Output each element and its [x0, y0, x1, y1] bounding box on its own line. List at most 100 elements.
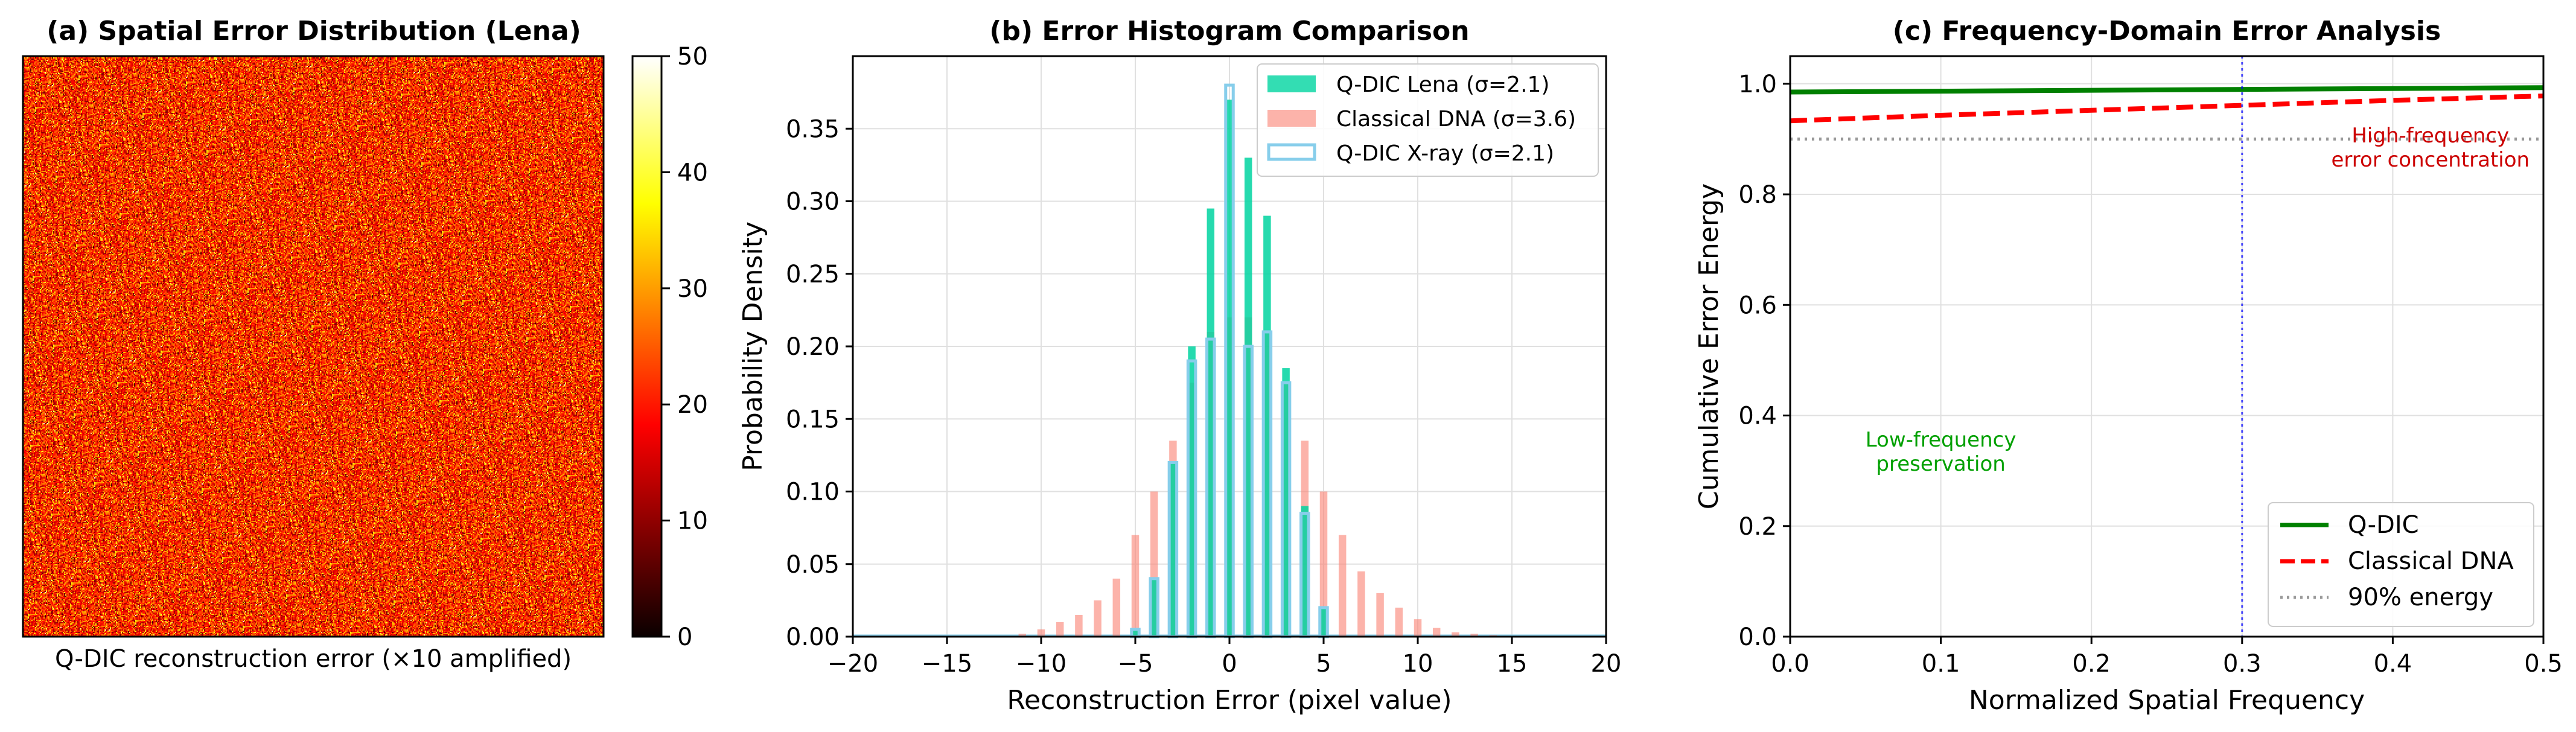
frequency-xtick-label: 0.2	[2072, 650, 2111, 678]
frequency-legend-box	[2268, 502, 2534, 627]
bar-classical-dna	[1018, 634, 1027, 637]
frequency-xtick-label: 0.5	[2524, 650, 2563, 678]
heatmap-frame	[22, 55, 605, 638]
annotation-text: Low-frequency	[1866, 428, 2016, 452]
legend-label-classical-dna-line: Classical DNA	[2348, 547, 2514, 575]
bar-classical-dna	[1376, 593, 1384, 637]
colorbar-tick-label: 40	[677, 159, 708, 186]
legend-swatch-qdic-lena	[1267, 75, 1316, 92]
legend-swatch-qdic-xray	[1267, 143, 1316, 161]
bar-classical-dna	[1432, 628, 1441, 637]
histogram-xtick-label: 15	[1497, 650, 1528, 678]
bar-classical-dna	[1112, 578, 1121, 637]
frequency-ytick-label: 0.6	[1738, 291, 1777, 319]
bar-qdic-lena	[1169, 462, 1177, 637]
frequency-frame	[1789, 55, 2545, 638]
annotation-text: preservation	[1876, 452, 2005, 476]
histogram-xtick-label: 10	[1403, 650, 1433, 678]
legend-label-qdic-xray: Q-DIC X-ray (σ=2.1)	[1336, 141, 1554, 166]
histogram-ylabel: Probability Density	[738, 221, 768, 471]
frequency-xtick-label: 0.1	[1922, 650, 1960, 678]
frequency-ylabel: Cumulative Error Energy	[1694, 183, 1724, 509]
histogram-legend: Q-DIC Lena (σ=2.1) Classical DNA (σ=3.6)…	[1257, 63, 1599, 177]
bar-qdic-lena	[1225, 100, 1234, 637]
panel-a-title: (a) Spatial Error Distribution (Lena)	[46, 16, 581, 46]
bar-qdic-lena	[1301, 506, 1309, 637]
histogram-xtick-label: −5	[1118, 650, 1153, 678]
histogram-ytick-label: 0.15	[786, 406, 840, 433]
legend-label-qdic-lena: Q-DIC Lena (σ=2.1)	[1336, 72, 1549, 97]
histogram-ytick-label: 0.30	[786, 188, 840, 216]
panel-c: (c) Frequency-Domain Error Analysis 0.0 0…	[1694, 16, 2563, 716]
bar-classical-dna	[1131, 535, 1140, 637]
frequency-xtick-label: 0.3	[2223, 650, 2262, 678]
panel-a: (a) Spatial Error Distribution (Lena) Q-…	[22, 16, 708, 673]
histogram-ticks: −20 −15 −10 −5 0 5 10 15 20 0.00 0.05 0.10 0.15 0.20 0…	[786, 115, 1622, 678]
colorbar-tick-label: 0	[677, 623, 692, 651]
panel-b: (b) Error Histogram Comparison −20 −15 −10…	[738, 16, 1621, 716]
colorbar-tick-label: 20	[677, 391, 708, 419]
histogram-xtick-label: 5	[1316, 650, 1331, 678]
frequency-ytick-label: 0.4	[1738, 403, 1777, 430]
histogram-xtick-label: −15	[922, 650, 972, 678]
frequency-lines	[1790, 56, 2544, 637]
colorbar-tick-label: 30	[677, 275, 708, 303]
frequency-ytick-label: 0.2	[1738, 513, 1777, 541]
bar-classical-dna	[1056, 622, 1064, 637]
colorbar-tick-label: 50	[677, 43, 708, 71]
legend-label-qdic: Q-DIC	[2348, 511, 2419, 539]
histogram-ytick-label: 0.20	[786, 333, 840, 361]
colorbar-ticks: 0 10 20 30 40 50	[662, 43, 708, 651]
bar-classical-dna	[1094, 600, 1101, 637]
bar-classical-dna	[1037, 629, 1045, 637]
histogram-ytick-label: 0.00	[786, 623, 840, 651]
bar-qdic-lena	[1263, 215, 1271, 637]
frequency-xtick-label: 0.0	[1771, 650, 1809, 678]
bar-classical-dna	[1075, 614, 1083, 637]
frequency-ytick-label: 0.8	[1738, 181, 1777, 209]
bar-classical-dna	[1452, 632, 1459, 637]
histogram-ytick-label: 0.25	[786, 261, 840, 288]
histogram-xtick-label: −10	[1016, 650, 1066, 678]
heatmap-xlabel: Q-DIC reconstruction error (×10 amplifie…	[55, 645, 572, 673]
frequency-xtick-label: 0.4	[2374, 650, 2412, 678]
frequency-xlabel: Normalized Spatial Frequency	[1969, 685, 2365, 716]
bar-qdic-lena	[1207, 208, 1215, 637]
bar-classical-dna	[1470, 634, 1478, 637]
bar-classical-dna	[1414, 619, 1422, 637]
bar-classical-dna	[1319, 491, 1328, 637]
colorbar	[631, 55, 663, 638]
panel-b-title: (b) Error Histogram Comparison	[989, 16, 1469, 46]
bar-qdic-lena	[1188, 346, 1196, 637]
bar-classical-dna	[1357, 571, 1365, 637]
histogram-legend-box	[1257, 63, 1599, 177]
frequency-ytick-label: 1.0	[1738, 71, 1777, 98]
histogram-xtick-label: 0	[1222, 650, 1237, 678]
bar-classical-dna	[1395, 607, 1403, 637]
histogram-xlabel: Reconstruction Error (pixel value)	[1007, 685, 1452, 716]
legend-label-classical-dna: Classical DNA (σ=3.6)	[1336, 107, 1576, 132]
histogram-bars	[853, 83, 1606, 638]
bar-qdic-lena	[1282, 368, 1290, 637]
legend-label-90-energy: 90% energy	[2348, 584, 2493, 611]
heatmap-image	[23, 56, 604, 637]
bar-qdic-lena	[1131, 629, 1140, 637]
panel-c-title: (c) Frequency-Domain Error Analysis	[1893, 16, 2441, 46]
bar-classical-dna	[1338, 535, 1347, 637]
histogram-ytick-label: 0.10	[786, 479, 840, 506]
series-line-q-dic	[1790, 85, 2544, 95]
frequency-ticks: 0.0 0.1 0.2 0.3 0.4 0.5 0.0 0.2 0.4 0.6 0.8 1.0	[1738, 71, 2562, 678]
bar-qdic-lena	[1150, 578, 1158, 637]
histogram-ytick-label: 0.05	[786, 551, 840, 579]
frequency-ytick-label: 0.0	[1738, 623, 1777, 651]
histogram-ytick-label: 0.35	[786, 115, 840, 143]
bar-qdic-lena	[1244, 158, 1252, 637]
annotation-text: error concentration	[2331, 148, 2530, 172]
legend-swatch-classical-dna	[1267, 110, 1316, 127]
histogram-xtick-label: 20	[1591, 650, 1622, 678]
bar-qdic-lena	[1319, 607, 1328, 637]
annotation-text: High-frequency	[2351, 124, 2509, 148]
histogram-xtick-label: −20	[827, 650, 878, 678]
